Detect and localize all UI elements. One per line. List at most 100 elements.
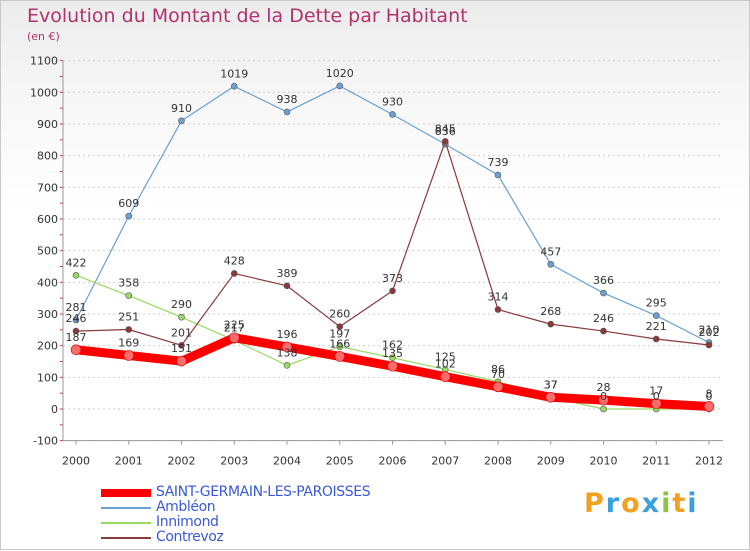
data-point — [72, 316, 80, 324]
data-label: 314 — [488, 291, 509, 304]
data-point — [125, 212, 133, 220]
x-tick-label: 2000 — [62, 455, 90, 468]
data-label: 260 — [329, 308, 350, 321]
proxiti-logo: Proxiti — [584, 488, 699, 519]
data-point — [652, 335, 660, 343]
data-point — [176, 355, 187, 367]
logo-letter: i — [661, 488, 673, 519]
x-tick-label: 2011 — [642, 455, 670, 468]
series-line — [75, 140, 710, 346]
data-point — [705, 341, 713, 349]
logo-letter: x — [641, 488, 662, 519]
legend-label: Ambléon — [156, 499, 216, 515]
data-point — [230, 82, 238, 90]
y-tick-label: 0 — [51, 403, 58, 416]
data-point — [281, 341, 293, 353]
data-point — [703, 401, 715, 412]
data-label: 102 — [435, 358, 456, 371]
x-tick-label: 2004 — [273, 455, 301, 468]
data-point — [492, 381, 504, 393]
data-point — [72, 272, 80, 279]
data-label: 162 — [382, 339, 403, 352]
data-label: 457 — [540, 245, 561, 258]
data-point — [600, 405, 607, 413]
data-label: 166 — [329, 337, 350, 350]
data-label: 17 — [649, 385, 663, 398]
x-tick-label: 2008 — [484, 455, 512, 468]
data-point — [441, 138, 449, 145]
y-tick-label: 300 — [37, 308, 58, 321]
data-point — [600, 327, 607, 335]
data-point — [283, 282, 291, 290]
series-contrevoz — [72, 138, 713, 349]
y-tick-label: 700 — [37, 181, 58, 194]
data-point — [178, 313, 185, 321]
y-tick-label: 900 — [37, 118, 58, 131]
data-label: 37 — [544, 378, 558, 391]
data-point — [72, 327, 80, 335]
y-tick-label: 800 — [37, 150, 58, 163]
data-label: 70 — [491, 368, 505, 381]
x-tick-label: 2007 — [431, 455, 459, 468]
data-label: 373 — [382, 272, 403, 285]
data-point — [336, 82, 344, 90]
data-label: 201 — [171, 326, 192, 339]
data-point — [70, 344, 82, 356]
y-tick-label: 500 — [37, 245, 58, 258]
data-label: 938 — [277, 93, 298, 106]
data-point — [125, 292, 133, 299]
data-label: 281 — [66, 301, 87, 314]
data-point — [439, 371, 451, 382]
data-point — [494, 306, 502, 313]
y-tick-label: -100 — [33, 435, 58, 448]
data-label: 0 — [706, 390, 713, 403]
data-label: 125 — [435, 350, 456, 363]
data-point — [336, 323, 344, 330]
chart-title: Evolution du Montant de la Dette par Hab… — [27, 5, 468, 27]
x-tick-label: 2001 — [115, 455, 143, 468]
data-label: 246 — [593, 312, 614, 325]
data-point — [547, 260, 555, 268]
data-label: 8 — [706, 387, 713, 400]
y-tick-label: 600 — [37, 213, 58, 226]
data-label: 422 — [66, 256, 87, 269]
series-saint-germain-les-paroisses — [70, 332, 715, 412]
data-label: 910 — [171, 102, 192, 115]
logo-letter: t — [672, 488, 688, 519]
data-label: 0 — [600, 390, 607, 403]
data-point — [283, 108, 291, 116]
y-tick-label: 400 — [37, 276, 58, 289]
data-point — [389, 354, 396, 361]
data-label: 1020 — [326, 67, 354, 80]
legend-swatch — [101, 507, 151, 509]
data-point — [387, 360, 398, 372]
data-label: 135 — [382, 347, 403, 360]
data-label: 739 — [488, 156, 509, 169]
data-point — [598, 394, 609, 406]
data-label: 187 — [66, 331, 87, 344]
logo-letter: i — [687, 488, 699, 519]
data-point — [650, 398, 662, 409]
data-label: 169 — [118, 336, 139, 349]
data-label: 197 — [329, 328, 350, 341]
data-label: 358 — [118, 277, 139, 290]
data-label: 28 — [597, 381, 611, 394]
x-tick-label: 2006 — [379, 455, 407, 468]
data-label: 221 — [646, 320, 667, 333]
data-label: 202 — [699, 326, 720, 339]
y-tick-label: 1100 — [30, 55, 58, 68]
data-point — [336, 343, 344, 350]
x-tick-label: 2005 — [326, 455, 354, 468]
data-label: 930 — [382, 95, 403, 108]
data-label: 295 — [646, 297, 667, 310]
data-label: 246 — [66, 312, 87, 325]
data-label: 138 — [277, 346, 298, 359]
legend-swatch — [101, 489, 151, 497]
data-point — [545, 391, 557, 403]
data-point — [494, 171, 502, 179]
data-point — [125, 326, 133, 333]
data-label: 389 — [277, 267, 298, 280]
data-label: 0 — [653, 390, 660, 403]
data-point — [283, 361, 291, 369]
